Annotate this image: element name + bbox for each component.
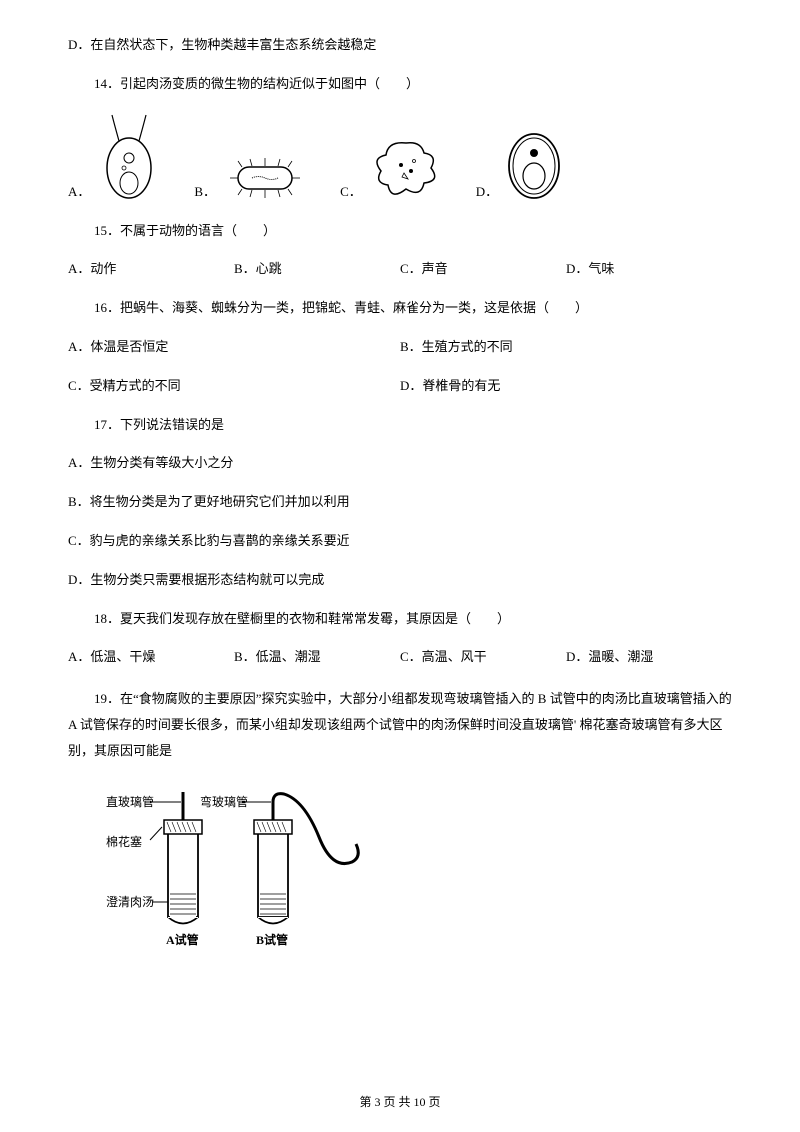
q18-b: B．低温、潮湿 (234, 647, 400, 668)
plug-label: 棉花塞 (106, 834, 142, 849)
straight-tube-label: 直玻璃管 (106, 794, 154, 809)
q16-row2: C．受精方式的不同 D．脊椎骨的有无 (68, 376, 732, 397)
bacterium-icon (220, 153, 310, 203)
q18-options: A．低温、干燥 B．低温、潮湿 C．高温、风干 D．温暖、潮湿 (68, 647, 732, 668)
q19-diagram: 直玻璃管 棉花塞 澄清肉汤 A试管 弯玻璃管 B试管 (104, 782, 732, 959)
tube-a-label: A试管 (166, 932, 199, 947)
q18-stem: 18．夏天我们发现存放在壁橱里的衣物和鞋常常发霉，其原因是（ ） (68, 609, 732, 630)
tube-b-label: B试管 (256, 932, 288, 947)
opt-a-label: A． (68, 182, 90, 203)
q15-options: A．动作 B．心跳 C．声音 D．气味 (68, 259, 732, 280)
q14-option-a: A． (68, 113, 164, 203)
bent-tube-label: 弯玻璃管 (200, 794, 248, 809)
q16-a: A．体温是否恒定 (68, 337, 400, 358)
q14-option-d: D． (476, 128, 567, 203)
q14-stem: 14．引起肉汤变质的微生物的结构近似于如图中（ ） (68, 74, 732, 95)
q17-d: D．生物分类只需要根据形态结构就可以完成 (68, 570, 732, 591)
q17-c: C．豹与虎的亲缘关系比豹与喜鹊的亲缘关系要近 (68, 531, 732, 552)
q16-c: C．受精方式的不同 (68, 376, 400, 397)
q17-a: A．生物分类有等级大小之分 (68, 453, 732, 474)
broth-label: 澄清肉汤 (106, 894, 154, 909)
paramecium-icon (94, 113, 164, 203)
q19-stem: 19．在“食物腐败的主要原因”探究实验中，大部分小组都发现弯玻璃管插入的 B 试… (68, 686, 732, 764)
q16-b: B．生殖方式的不同 (400, 337, 732, 358)
opt-d-label: D． (476, 182, 498, 203)
q15-d: D．气味 (566, 259, 732, 280)
opt-c-label: C． (340, 182, 362, 203)
q14-options: A． B． (68, 113, 732, 203)
q17-b: B．将生物分类是为了更好地研究它们并加以利用 (68, 492, 732, 513)
q18-d: D．温暖、潮湿 (566, 647, 732, 668)
q13-option-d: D．在自然状态下，生物种类越丰富生态系统会越稳定 (68, 35, 732, 56)
q14-option-b: B． (194, 153, 310, 203)
q15-a: A．动作 (68, 259, 234, 280)
q16-d: D．脊椎骨的有无 (400, 376, 732, 397)
page-footer: 第 3 页 共 10 页 (0, 1093, 800, 1112)
q17-stem: 17．下列说法错误的是 (68, 415, 732, 436)
q14-option-c: C． (340, 133, 446, 203)
q15-c: C．声音 (400, 259, 566, 280)
amoeba-icon (366, 133, 446, 203)
opt-b-label: B． (194, 182, 216, 203)
q16-row1: A．体温是否恒定 B．生殖方式的不同 (68, 337, 732, 358)
q18-a: A．低温、干燥 (68, 647, 234, 668)
q16-stem: 16．把蜗牛、海葵、蜘蛛分为一类，把锦蛇、青蛙、麻雀分为一类，这是依据（ ） (68, 298, 732, 319)
q18-c: C．高温、风干 (400, 647, 566, 668)
q15-b: B．心跳 (234, 259, 400, 280)
yeast-icon (502, 128, 567, 203)
q15-stem: 15．不属于动物的语言（ ） (68, 221, 732, 242)
